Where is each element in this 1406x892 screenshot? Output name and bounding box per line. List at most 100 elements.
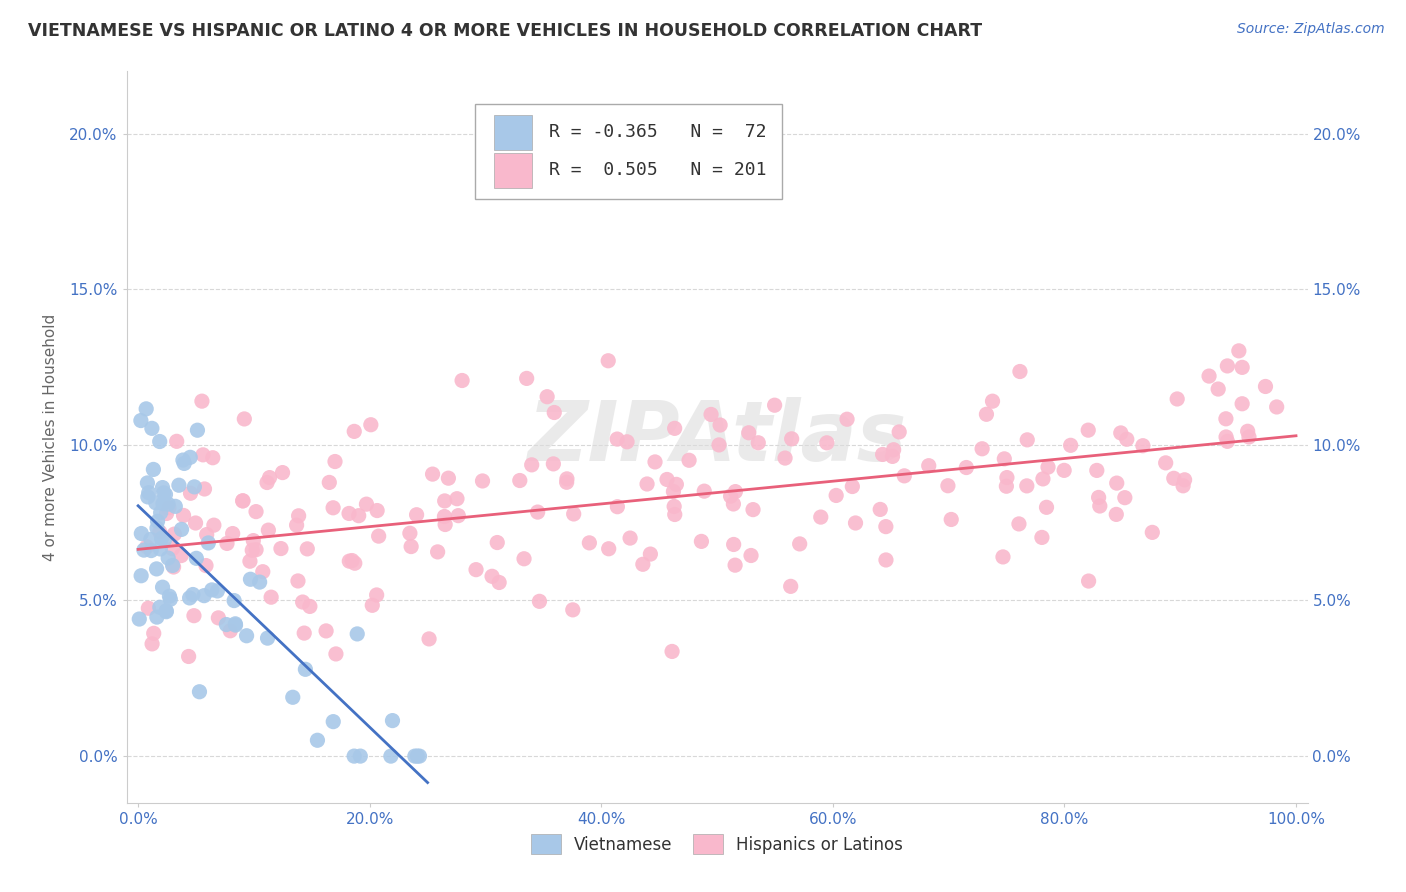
Point bbox=[155, 605, 177, 619]
Point bbox=[810, 510, 832, 524]
Point bbox=[152, 580, 174, 594]
Point bbox=[233, 412, 256, 426]
Point bbox=[153, 533, 176, 547]
Point bbox=[162, 560, 184, 574]
Point bbox=[323, 454, 346, 468]
Point bbox=[700, 408, 723, 422]
Point bbox=[225, 618, 247, 632]
Point bbox=[1215, 430, 1237, 444]
Point bbox=[465, 563, 488, 577]
Point bbox=[136, 475, 159, 490]
Point bbox=[381, 714, 404, 728]
Point bbox=[616, 434, 638, 449]
Point bbox=[835, 412, 858, 426]
Point bbox=[1008, 516, 1031, 531]
Point bbox=[488, 575, 510, 590]
Point bbox=[723, 537, 745, 551]
Point bbox=[138, 485, 160, 500]
Point bbox=[239, 572, 262, 586]
Point bbox=[418, 632, 440, 646]
Point bbox=[1114, 491, 1136, 505]
Point bbox=[1216, 359, 1239, 373]
Point bbox=[889, 425, 911, 439]
Point bbox=[166, 434, 188, 449]
Point bbox=[163, 527, 186, 541]
Point bbox=[287, 574, 309, 588]
Point bbox=[172, 453, 194, 467]
Point bbox=[763, 398, 786, 412]
Point bbox=[995, 470, 1018, 484]
Point bbox=[1115, 432, 1137, 446]
Point bbox=[875, 553, 897, 567]
Point bbox=[664, 421, 686, 435]
Point bbox=[437, 471, 460, 485]
Point bbox=[606, 500, 628, 514]
Point bbox=[180, 486, 202, 500]
Point bbox=[318, 475, 340, 490]
Point bbox=[844, 516, 866, 530]
Point bbox=[661, 644, 683, 658]
Point bbox=[224, 593, 246, 607]
Point bbox=[740, 549, 762, 563]
Point bbox=[162, 541, 184, 556]
Point bbox=[193, 482, 215, 496]
Point bbox=[132, 543, 155, 558]
Point bbox=[789, 537, 811, 551]
Point bbox=[235, 629, 257, 643]
Point bbox=[1077, 574, 1099, 588]
Point bbox=[219, 624, 242, 638]
Point bbox=[215, 617, 238, 632]
Point bbox=[146, 514, 169, 528]
Point bbox=[404, 749, 426, 764]
Point bbox=[1230, 397, 1253, 411]
Point bbox=[543, 457, 565, 471]
Point bbox=[291, 595, 314, 609]
Point bbox=[195, 558, 218, 573]
Point bbox=[724, 558, 747, 573]
Point bbox=[841, 479, 863, 493]
Point bbox=[155, 487, 177, 501]
Point bbox=[146, 610, 169, 624]
Point bbox=[325, 647, 347, 661]
Point bbox=[186, 423, 208, 437]
Point bbox=[406, 749, 429, 764]
Point bbox=[446, 491, 468, 506]
Point bbox=[128, 612, 150, 626]
Point bbox=[426, 545, 449, 559]
Point bbox=[825, 488, 848, 502]
Point bbox=[256, 631, 278, 645]
Point bbox=[1216, 434, 1239, 449]
Point bbox=[875, 519, 897, 533]
Point bbox=[193, 589, 215, 603]
Point bbox=[152, 497, 174, 511]
Point bbox=[157, 497, 180, 511]
Point bbox=[747, 435, 769, 450]
Point bbox=[555, 475, 578, 490]
Point bbox=[433, 494, 456, 508]
Point bbox=[471, 474, 494, 488]
Point bbox=[991, 549, 1014, 564]
Point bbox=[285, 518, 308, 533]
Point bbox=[678, 453, 700, 467]
Point bbox=[129, 568, 152, 582]
Point bbox=[183, 480, 205, 494]
Point bbox=[693, 484, 716, 499]
Point bbox=[707, 438, 730, 452]
Point bbox=[1017, 433, 1039, 447]
Point bbox=[343, 425, 366, 439]
Point bbox=[366, 503, 388, 517]
Point bbox=[245, 542, 267, 557]
Point bbox=[1015, 479, 1038, 493]
Point bbox=[240, 543, 263, 558]
Point bbox=[201, 582, 224, 597]
Point bbox=[215, 536, 238, 550]
Point bbox=[152, 486, 174, 500]
Point bbox=[298, 599, 321, 614]
Point bbox=[179, 591, 201, 605]
Y-axis label: 4 or more Vehicles in Household: 4 or more Vehicles in Household bbox=[44, 313, 58, 561]
Point bbox=[259, 470, 281, 484]
Point bbox=[561, 603, 583, 617]
Point bbox=[159, 592, 181, 607]
Point bbox=[184, 516, 207, 530]
Legend: Vietnamese, Hispanics or Latinos: Vietnamese, Hispanics or Latinos bbox=[524, 828, 910, 860]
